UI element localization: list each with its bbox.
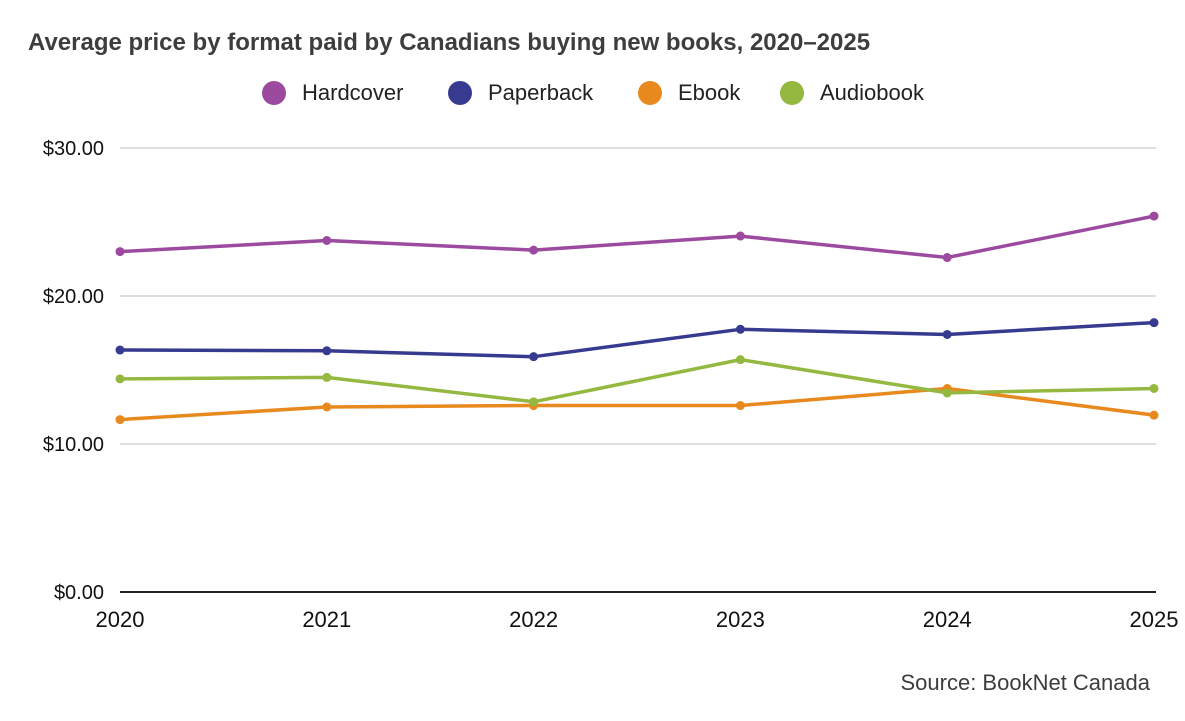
series-audiobook	[115, 355, 1159, 407]
data-point-audiobook[interactable]	[1149, 384, 1159, 393]
chart-legend: Hardcover Paperback Ebook Audiobook	[0, 78, 1185, 108]
legend-item-hardcover[interactable]: Hardcover	[262, 78, 403, 108]
legend-label-paperback: Paperback	[488, 80, 594, 105]
series-hardcover	[115, 211, 1159, 263]
chart-title: Average price by format paid by Canadian…	[28, 29, 871, 56]
data-point-audiobook[interactable]	[322, 372, 332, 382]
data-point-paperback[interactable]	[529, 352, 539, 362]
data-point-hardcover[interactable]	[1149, 211, 1159, 221]
legend-label-ebook: Ebook	[678, 80, 741, 105]
legend-swatch-ebook	[638, 81, 662, 105]
series-paperback	[115, 318, 1159, 362]
y-tick-label: $0.00	[54, 582, 104, 604]
data-point-ebook[interactable]	[735, 401, 745, 411]
x-tick-label: 2020	[96, 607, 145, 632]
series-line-paperback	[118, 320, 1156, 359]
data-point-audiobook[interactable]	[529, 397, 539, 407]
legend-swatch-paperback	[448, 81, 472, 105]
data-point-audiobook[interactable]	[735, 355, 745, 365]
axes: $0.00 $10.00 $20.00 $30.00 2020 2021 2022 2023 2…	[43, 138, 1179, 632]
data-point-ebook[interactable]	[1149, 410, 1159, 420]
series-line-hardcover	[118, 214, 1156, 260]
legend-swatch-hardcover	[262, 81, 286, 105]
source-note: Source: BookNet Canada	[900, 670, 1151, 695]
data-point-ebook[interactable]	[115, 415, 125, 425]
data-point-paperback[interactable]	[1149, 318, 1159, 328]
x-tick-label: 2025	[1130, 607, 1179, 632]
data-point-ebook[interactable]	[322, 402, 332, 412]
y-tick-label: $20.00	[43, 286, 104, 308]
x-tick-label: 2023	[716, 607, 765, 632]
data-point-paperback[interactable]	[115, 345, 125, 355]
legend-label-hardcover: Hardcover	[302, 80, 404, 105]
data-point-hardcover[interactable]	[322, 236, 332, 245]
series-line-audiobook	[118, 357, 1156, 404]
data-point-paperback[interactable]	[942, 329, 952, 339]
data-point-hardcover[interactable]	[529, 245, 539, 255]
data-series	[115, 211, 1159, 425]
legend-item-audiobook[interactable]: Audiobook	[780, 78, 924, 108]
legend-item-paperback[interactable]: Paperback	[448, 78, 593, 108]
data-point-hardcover[interactable]	[115, 247, 125, 257]
x-tick-label: 2021	[302, 607, 351, 632]
data-point-audiobook[interactable]	[115, 374, 125, 384]
data-point-paperback[interactable]	[735, 324, 745, 334]
x-tick-label: 2024	[923, 607, 972, 632]
data-point-hardcover[interactable]	[735, 231, 745, 241]
data-point-paperback[interactable]	[322, 346, 332, 356]
legend-swatch-audiobook	[780, 81, 804, 105]
data-point-audiobook[interactable]	[942, 388, 952, 398]
legend-label-audiobook: Audiobook	[820, 80, 924, 105]
legend-item-ebook[interactable]: Ebook	[638, 78, 740, 108]
data-point-hardcover[interactable]	[942, 253, 952, 263]
gridlines	[120, 147, 1156, 445]
x-tick-label: 2022	[509, 607, 558, 632]
y-tick-label: $30.00	[43, 138, 104, 160]
y-tick-label: $10.00	[43, 434, 104, 456]
